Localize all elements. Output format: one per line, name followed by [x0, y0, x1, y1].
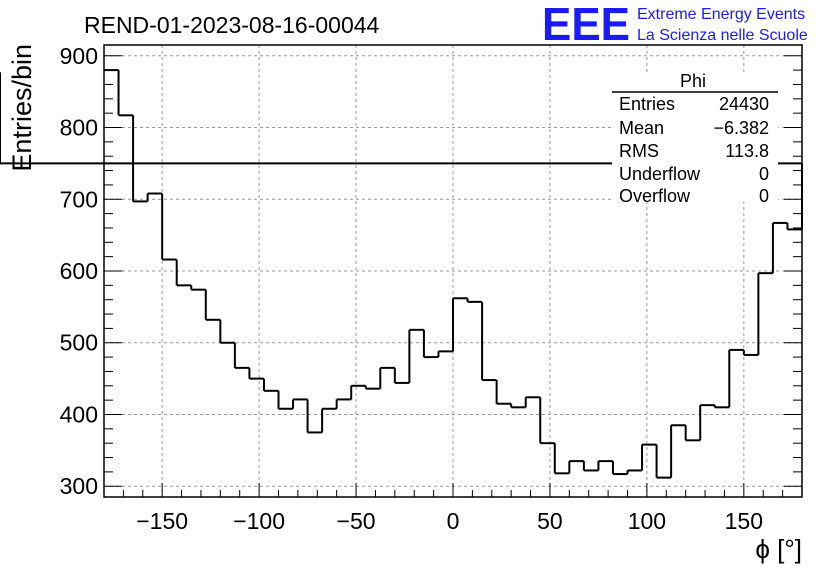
- stats-label-mean: Mean: [619, 118, 664, 138]
- stats-label-entries: Entries: [619, 94, 675, 114]
- stats-value-mean: −6.382: [713, 118, 769, 138]
- axes: −150 −100 −50 0 50 100 150 300 400 500 600 700 800 90…: [60, 43, 803, 534]
- x-tick-label: −150: [136, 508, 188, 534]
- logo-line-1: Extreme Energy Events: [637, 6, 805, 23]
- x-tick-label: −100: [233, 508, 285, 534]
- logo-letters: EEE: [542, 0, 630, 50]
- y-axis-label: Entries/bin: [7, 44, 37, 172]
- x-tick-label: 150: [725, 508, 763, 534]
- x-tick-label: −50: [337, 508, 376, 534]
- stats-value-entries: 24430: [719, 94, 769, 114]
- x-tick-label: 50: [537, 508, 563, 534]
- stats-title: Phi: [680, 71, 706, 91]
- stats-label-rms: RMS: [619, 141, 659, 161]
- y-tick-label: 600: [60, 258, 98, 284]
- y-tick-label: 500: [60, 330, 98, 356]
- chart-title: REND-01-2023-08-16-00044: [84, 12, 380, 38]
- y-tick-label: 300: [60, 473, 98, 499]
- x-tick-label: 100: [628, 508, 666, 534]
- x-axis-label: ϕ [°]: [755, 534, 802, 564]
- y-tick-label: 400: [60, 401, 98, 427]
- eee-logo: EEE Extreme Energy Events La Scienza nel…: [542, 0, 808, 50]
- y-tick-label: 700: [60, 186, 98, 212]
- stats-label-underflow: Underflow: [619, 164, 701, 184]
- stats-label-overflow: Overflow: [619, 186, 691, 206]
- stats-value-rms: 113.8: [725, 141, 769, 161]
- x-tick-label: 0: [447, 508, 460, 534]
- y-tick-label: 900: [60, 43, 98, 69]
- stats-box: Phi Entries 24430 Mean −6.382 RMS 113.8 …: [612, 71, 778, 206]
- stats-value-underflow: 0: [759, 164, 769, 184]
- y-tick-label: 800: [60, 115, 98, 141]
- stats-value-overflow: 0: [759, 186, 769, 206]
- logo-line-2: La Scienza nelle Scuole: [637, 27, 808, 44]
